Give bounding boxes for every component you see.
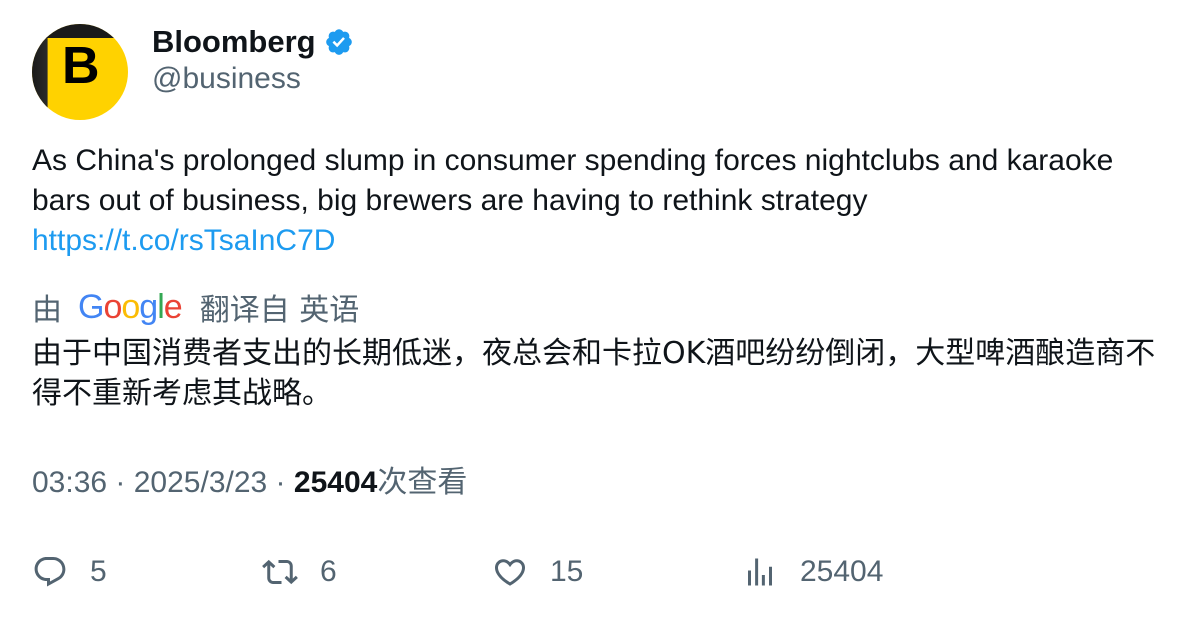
tweet-time[interactable]: 03:36 [32, 466, 108, 499]
google-logo: Google [78, 288, 183, 326]
translation-prefix: 由 [32, 293, 62, 328]
meta-separator: · [267, 466, 294, 499]
retweet-icon [262, 559, 298, 585]
reply-count: 5 [90, 555, 107, 588]
views-label: 次查看 [377, 465, 468, 500]
views-button[interactable]: 25404 [742, 552, 883, 592]
tweet-date[interactable]: 2025/3/23 [133, 466, 268, 499]
avatar[interactable]: B [32, 24, 128, 120]
translation-attribution: 由 Google 翻译自 英语 [32, 286, 359, 328]
account-handle[interactable]: @business [152, 62, 301, 95]
tweet-body: As China's prolonged slump in consumer s… [32, 141, 1172, 261]
translated-text: 由于中国消费者支出的长期低迷，夜总会和卡拉OK酒吧纷纷倒闭，大型啤酒酿造商不得不… [32, 336, 1156, 411]
views-action-count: 25404 [800, 555, 884, 588]
like-button[interactable]: 15 [492, 552, 583, 592]
account-name[interactable]: Bloomberg [152, 24, 316, 59]
reply-button[interactable]: 5 [32, 552, 107, 592]
action-bar: 5 6 15 25404 [0, 552, 1196, 592]
retweet-count: 6 [320, 555, 337, 588]
like-icon [494, 559, 526, 586]
meta-separator: · [107, 466, 134, 499]
avatar-topbar [46, 24, 128, 38]
tweet-link[interactable]: https://t.co/rsTsaInC7D [32, 224, 336, 257]
reply-icon [34, 557, 66, 587]
retweet-button[interactable]: 6 [262, 552, 337, 592]
tweet-text: As China's prolonged slump in consumer s… [32, 144, 1114, 217]
avatar-shade [32, 24, 128, 120]
account-name-row: Bloomberg [152, 22, 354, 62]
tweet-meta: 03:36 · 2025/3/23 · 25404次查看 [32, 463, 467, 503]
views-icon [748, 558, 772, 586]
translation-suffix: 翻译自 英语 [199, 293, 360, 328]
verified-badge-icon[interactable] [324, 27, 354, 57]
avatar-letter: B [62, 37, 100, 95]
views-count: 25404 [293, 466, 378, 499]
like-count: 15 [550, 555, 584, 588]
